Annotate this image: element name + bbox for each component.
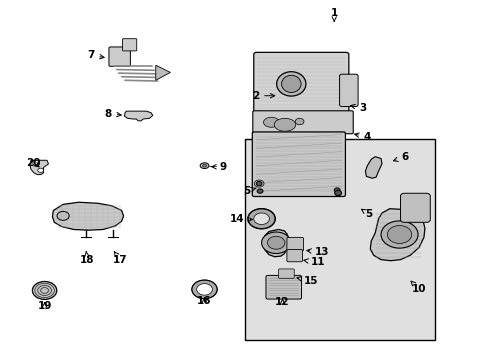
Ellipse shape — [274, 118, 295, 131]
Bar — [245, 139, 434, 339]
Text: 5: 5 — [361, 209, 372, 219]
Text: 7: 7 — [87, 50, 104, 60]
Ellipse shape — [200, 163, 208, 168]
Text: 14: 14 — [229, 215, 252, 224]
Polygon shape — [264, 229, 288, 257]
Text: 12: 12 — [275, 297, 289, 307]
Ellipse shape — [57, 211, 69, 220]
Polygon shape — [52, 202, 123, 230]
Text: 13: 13 — [306, 247, 329, 257]
FancyBboxPatch shape — [339, 74, 357, 107]
Polygon shape — [156, 65, 170, 80]
Circle shape — [257, 189, 263, 193]
FancyBboxPatch shape — [400, 193, 429, 222]
Text: 19: 19 — [37, 301, 52, 311]
FancyBboxPatch shape — [252, 111, 352, 134]
Text: 15: 15 — [296, 276, 318, 286]
FancyBboxPatch shape — [286, 237, 303, 251]
FancyBboxPatch shape — [252, 132, 345, 197]
Circle shape — [256, 181, 262, 186]
Text: 18: 18 — [80, 252, 95, 265]
Ellipse shape — [295, 118, 304, 125]
Circle shape — [32, 282, 57, 300]
Text: 2: 2 — [251, 91, 274, 101]
Circle shape — [38, 168, 43, 172]
Circle shape — [334, 192, 340, 196]
Circle shape — [261, 232, 290, 253]
Ellipse shape — [263, 117, 279, 127]
Text: 9: 9 — [211, 162, 226, 172]
Ellipse shape — [202, 164, 206, 167]
Circle shape — [333, 188, 339, 192]
Polygon shape — [30, 160, 48, 175]
Text: 3: 3 — [350, 103, 366, 113]
FancyBboxPatch shape — [265, 275, 301, 299]
Text: 5: 5 — [243, 186, 256, 196]
Text: 4: 4 — [354, 132, 370, 142]
FancyBboxPatch shape — [253, 52, 348, 113]
Text: 11: 11 — [303, 257, 324, 267]
Circle shape — [380, 221, 417, 248]
FancyBboxPatch shape — [278, 269, 294, 278]
Text: 6: 6 — [393, 152, 408, 162]
FancyBboxPatch shape — [122, 39, 137, 51]
Ellipse shape — [276, 72, 305, 96]
Text: 17: 17 — [113, 252, 127, 265]
Wedge shape — [191, 280, 217, 299]
Text: 10: 10 — [410, 281, 426, 294]
Circle shape — [386, 226, 411, 243]
FancyBboxPatch shape — [286, 249, 302, 262]
Text: 16: 16 — [197, 296, 211, 306]
Polygon shape — [124, 111, 153, 121]
Polygon shape — [365, 157, 381, 178]
FancyBboxPatch shape — [109, 47, 130, 66]
Circle shape — [334, 190, 341, 195]
Text: 20: 20 — [26, 158, 41, 168]
Ellipse shape — [281, 75, 301, 93]
Text: 1: 1 — [330, 8, 337, 21]
Polygon shape — [369, 209, 424, 261]
Text: 8: 8 — [104, 109, 121, 119]
Wedge shape — [247, 209, 275, 229]
Circle shape — [267, 236, 285, 249]
Circle shape — [33, 161, 40, 166]
